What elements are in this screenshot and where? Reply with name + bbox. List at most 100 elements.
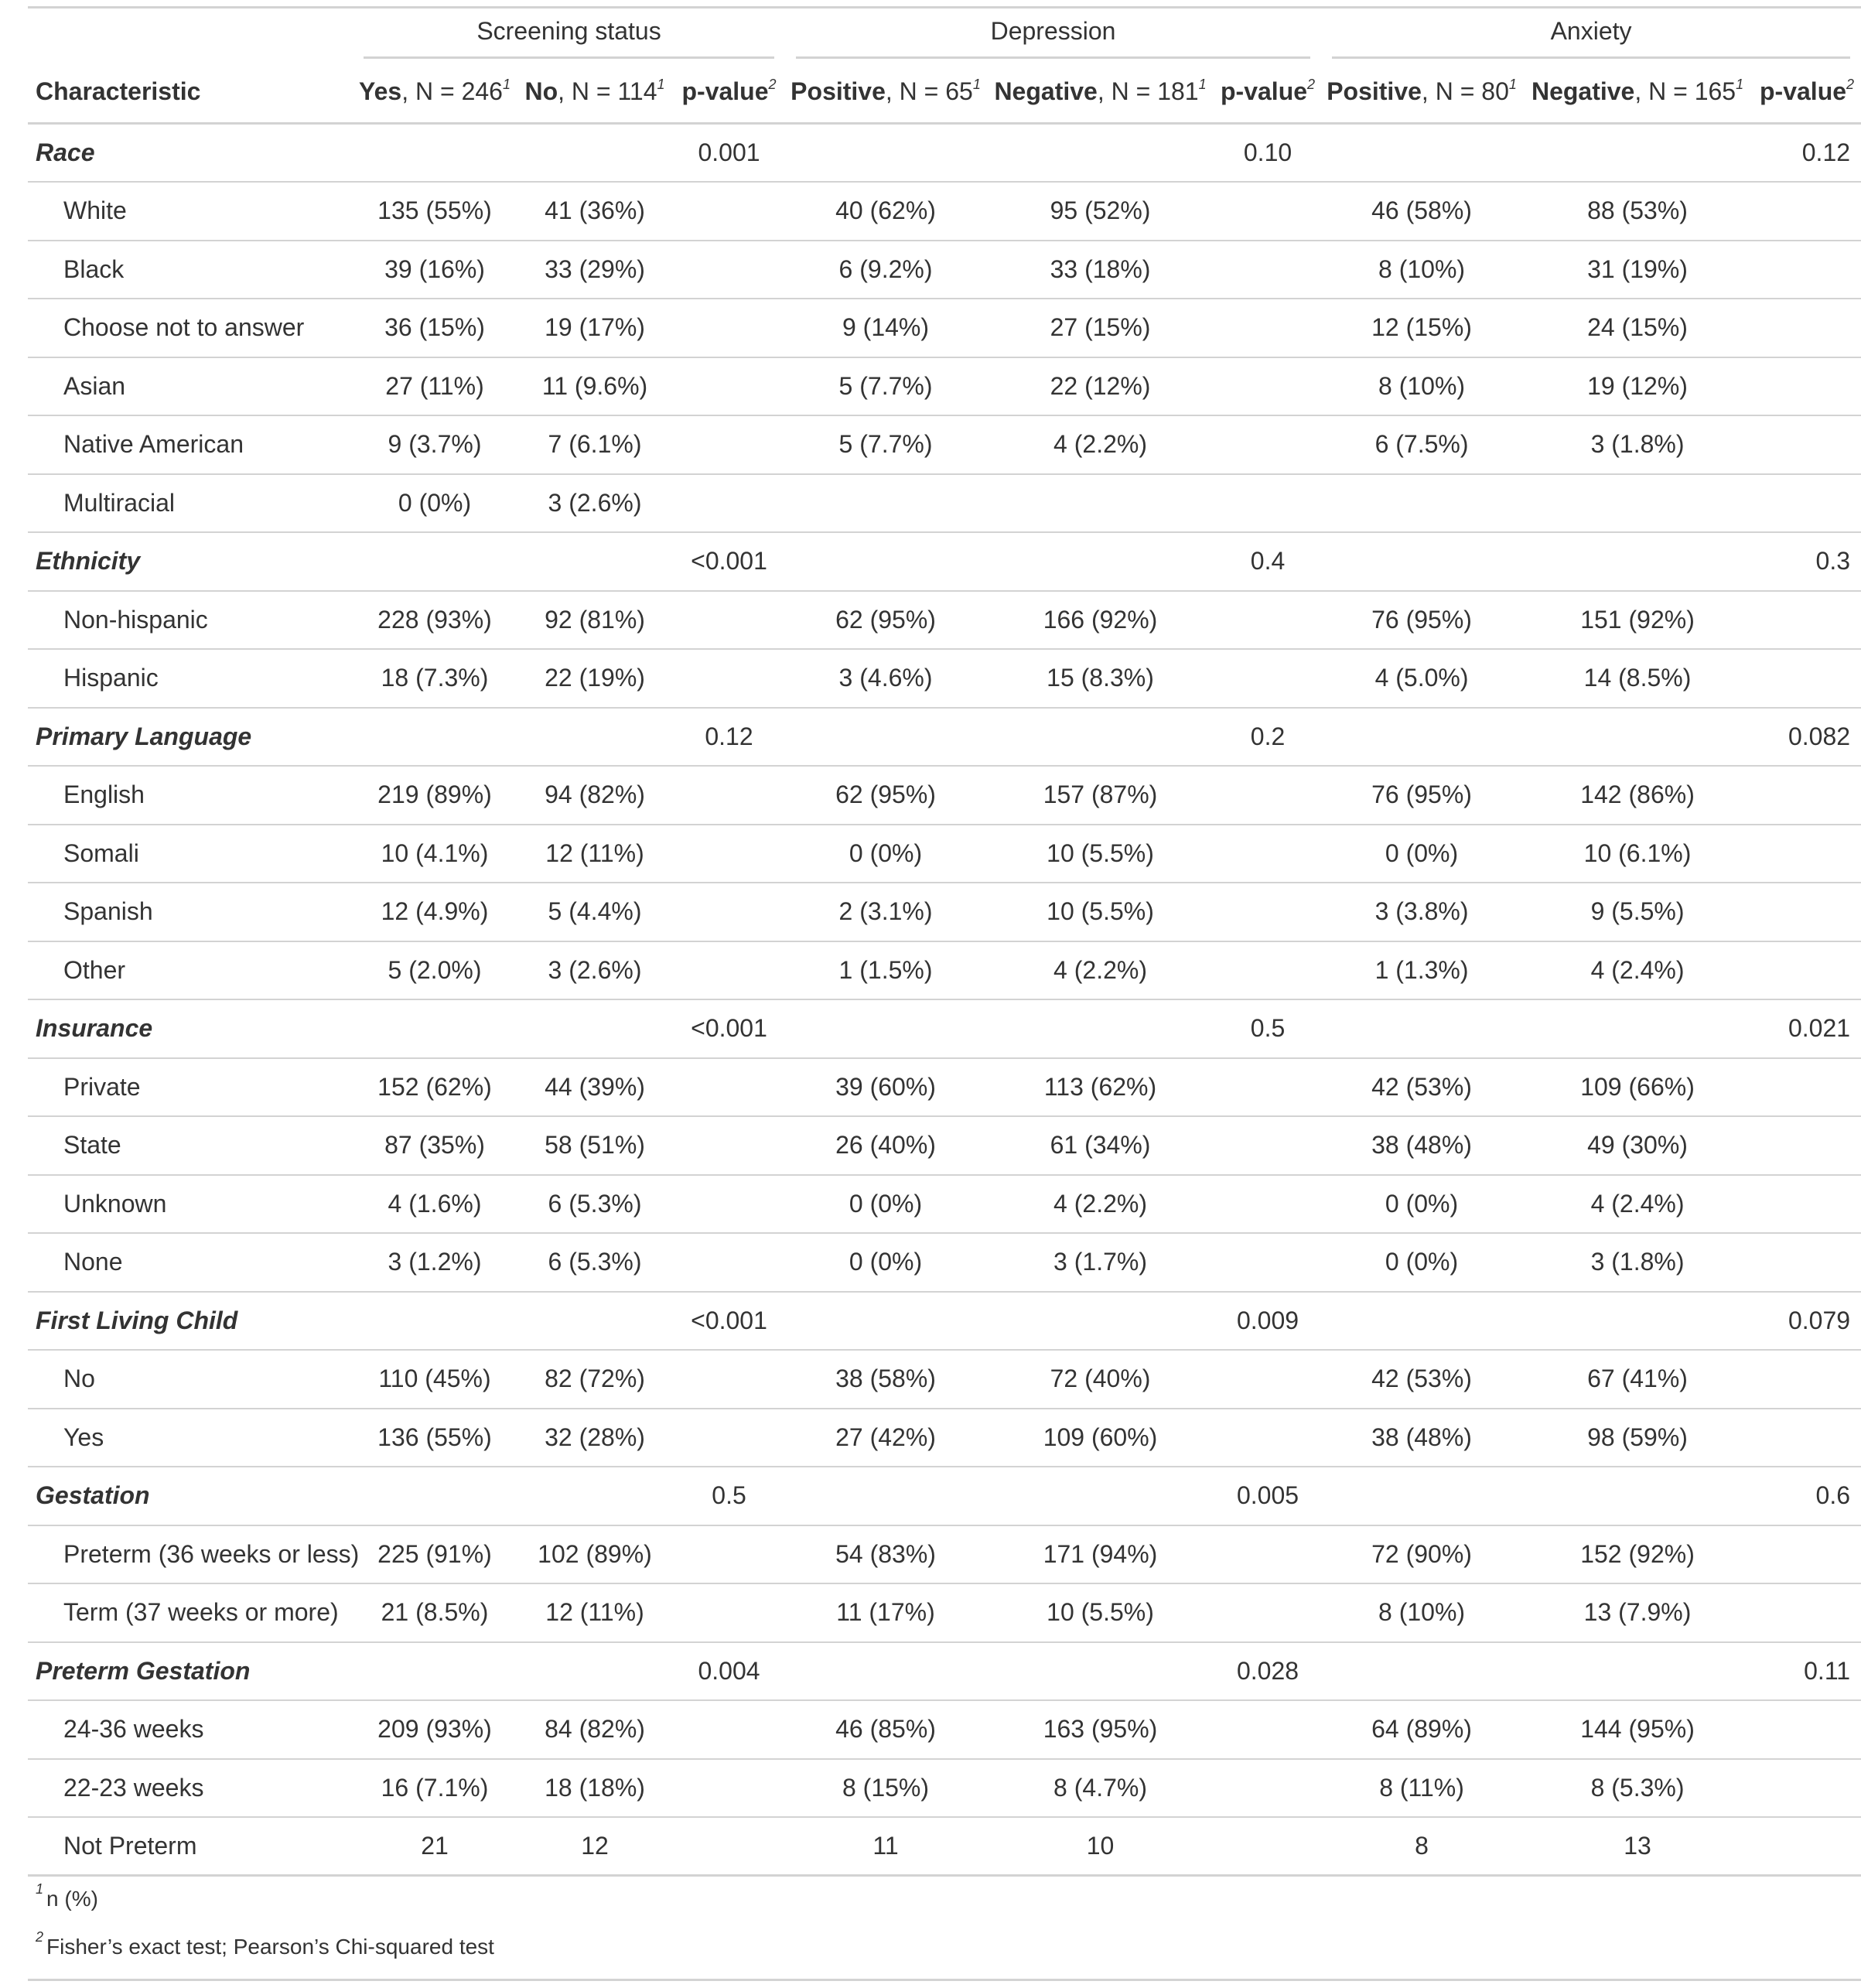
depression-positive-cell: 11 [785, 1817, 987, 1877]
anxiety-negative-cell: 13 (7.9%) [1522, 1583, 1753, 1643]
spanner-empty [28, 6, 353, 62]
anxiety-positive-cell: 8 (10%) [1321, 357, 1523, 416]
anxiety-positive-cell: 38 (48%) [1321, 1408, 1523, 1467]
p-value-anxiety: 0.6 [1753, 1467, 1861, 1526]
anxiety-negative-cell: 67 (41%) [1522, 1350, 1753, 1409]
level-label: State [28, 1116, 353, 1176]
screening-yes-cell: 228 (93%) [353, 590, 517, 650]
empty-cell [1214, 1174, 1322, 1234]
p-value-anxiety: 0.3 [1753, 532, 1861, 592]
level-label: Yes [28, 1408, 353, 1467]
p-value-screening: 0.004 [673, 1641, 786, 1701]
level-row: Black 39 (16%) 33 (29%) 6 (9.2%) 33 (18%) 8 (… [28, 240, 1861, 299]
level-label: Not Preterm [28, 1817, 353, 1877]
screening-no-cell: 58 (51%) [517, 1116, 673, 1176]
empty-cell [353, 123, 517, 183]
screening-yes-cell: 21 (8.5%) [353, 1583, 517, 1643]
screening-no-cell: 84 (82%) [517, 1700, 673, 1760]
depression-negative-cell: 4 (2.2%) [986, 415, 1215, 475]
screening-no-cell: 44 (39%) [517, 1057, 673, 1117]
anxiety-positive-cell: 8 [1321, 1817, 1523, 1877]
level-label: Unknown [28, 1174, 353, 1234]
footnote-mark: 1 [1198, 77, 1207, 93]
anxiety-positive-cell: 8 (10%) [1321, 240, 1523, 299]
empty-cell [986, 999, 1215, 1059]
level-row: Multiracial 0 (0%) 3 (2.6%) [28, 473, 1861, 533]
p-value-screening: <0.001 [673, 1291, 786, 1351]
anxiety-negative-cell: 8 (5.3%) [1522, 1758, 1753, 1818]
depression-negative-cell: 8 (4.7%) [986, 1758, 1215, 1818]
empty-cell [1214, 357, 1322, 416]
depression-positive-cell: 0 (0%) [785, 1174, 987, 1234]
empty-cell [353, 1291, 517, 1351]
anxiety-negative-cell [1522, 473, 1753, 533]
empty-cell [986, 1467, 1215, 1526]
p-value-depression: 0.10 [1214, 123, 1322, 183]
anxiety-positive-cell: 8 (11%) [1321, 1758, 1523, 1818]
empty-cell [353, 1467, 517, 1526]
empty-cell [1753, 824, 1861, 883]
anxiety-negative-cell: 142 (86%) [1522, 766, 1753, 825]
empty-cell [1753, 182, 1861, 241]
empty-cell [673, 240, 786, 299]
empty-cell [1214, 473, 1322, 533]
footnote-mark: 2 [1846, 77, 1855, 93]
col-label-n: , N = 181 [1097, 77, 1199, 106]
empty-cell [785, 123, 987, 183]
level-label: English [28, 766, 353, 825]
empty-cell [1753, 883, 1861, 942]
empty-cell [673, 1583, 786, 1643]
col-label-bold: p-value [681, 77, 769, 106]
depression-positive-cell: 5 (7.7%) [785, 415, 987, 475]
screening-no-cell: 32 (28%) [517, 1408, 673, 1467]
col-label-bold: Negative [994, 77, 1098, 106]
anxiety-negative-cell: 144 (95%) [1522, 1700, 1753, 1760]
anxiety-positive-cell: 64 (89%) [1321, 1700, 1523, 1760]
empty-cell [1753, 1758, 1861, 1818]
footnote-2: 2 Fisher’s exact test; Pearson’s Chi-squa… [28, 1923, 1861, 1971]
screening-no-cell: 33 (29%) [517, 240, 673, 299]
anxiety-positive-cell: 0 (0%) [1321, 1174, 1523, 1234]
col-label-bold: Negative [1531, 77, 1635, 106]
empty-cell [673, 473, 786, 533]
variable-label: First Living Child [28, 1291, 353, 1351]
screening-yes-cell: 39 (16%) [353, 240, 517, 299]
empty-cell [1214, 1583, 1322, 1643]
empty-cell [673, 357, 786, 416]
footnote-text: n (%) [46, 1887, 98, 1911]
empty-cell [1753, 473, 1861, 533]
screening-yes-cell: 136 (55%) [353, 1408, 517, 1467]
depression-positive-cell: 0 (0%) [785, 824, 987, 883]
screening-no-cell: 12 (11%) [517, 824, 673, 883]
depression-negative-cell: 10 [986, 1817, 1215, 1877]
empty-cell [1214, 883, 1322, 942]
anxiety-positive-cell: 0 (0%) [1321, 824, 1523, 883]
anxiety-positive-cell: 72 (90%) [1321, 1525, 1523, 1584]
variable-label: Preterm Gestation [28, 1641, 353, 1701]
depression-negative-cell: 166 (92%) [986, 590, 1215, 650]
anxiety-negative-cell: 3 (1.8%) [1522, 415, 1753, 475]
variable-label: Insurance [28, 999, 353, 1059]
empty-cell [1522, 999, 1753, 1059]
footnote-mark: 1 [657, 77, 665, 93]
empty-cell [673, 941, 786, 1000]
anxiety-negative-cell: 4 (2.4%) [1522, 1174, 1753, 1234]
screening-yes-cell: 87 (35%) [353, 1116, 517, 1176]
level-row: 22-23 weeks 16 (7.1%) 18 (18%) 8 (15%) 8 (4.… [28, 1758, 1861, 1818]
empty-cell [673, 1817, 786, 1877]
depression-positive-cell: 62 (95%) [785, 766, 987, 825]
screening-yes-cell: 16 (7.1%) [353, 1758, 517, 1818]
screening-yes-cell: 225 (91%) [353, 1525, 517, 1584]
depression-negative-cell: 10 (5.5%) [986, 883, 1215, 942]
level-row: White 135 (55%) 41 (36%) 40 (62%) 95 (52%) 46… [28, 182, 1861, 241]
footnote-mark: 2 [36, 1929, 44, 1945]
depression-negative-cell: 113 (62%) [986, 1057, 1215, 1117]
anxiety-positive-cell: 6 (7.5%) [1321, 415, 1523, 475]
depression-positive-cell: 5 (7.7%) [785, 357, 987, 416]
p-value-screening: 0.001 [673, 123, 786, 183]
depression-positive-cell: 27 (42%) [785, 1408, 987, 1467]
p-value-anxiety: 0.021 [1753, 999, 1861, 1059]
level-label: Native American [28, 415, 353, 475]
empty-cell [353, 999, 517, 1059]
anxiety-negative-cell: 4 (2.4%) [1522, 941, 1753, 1000]
